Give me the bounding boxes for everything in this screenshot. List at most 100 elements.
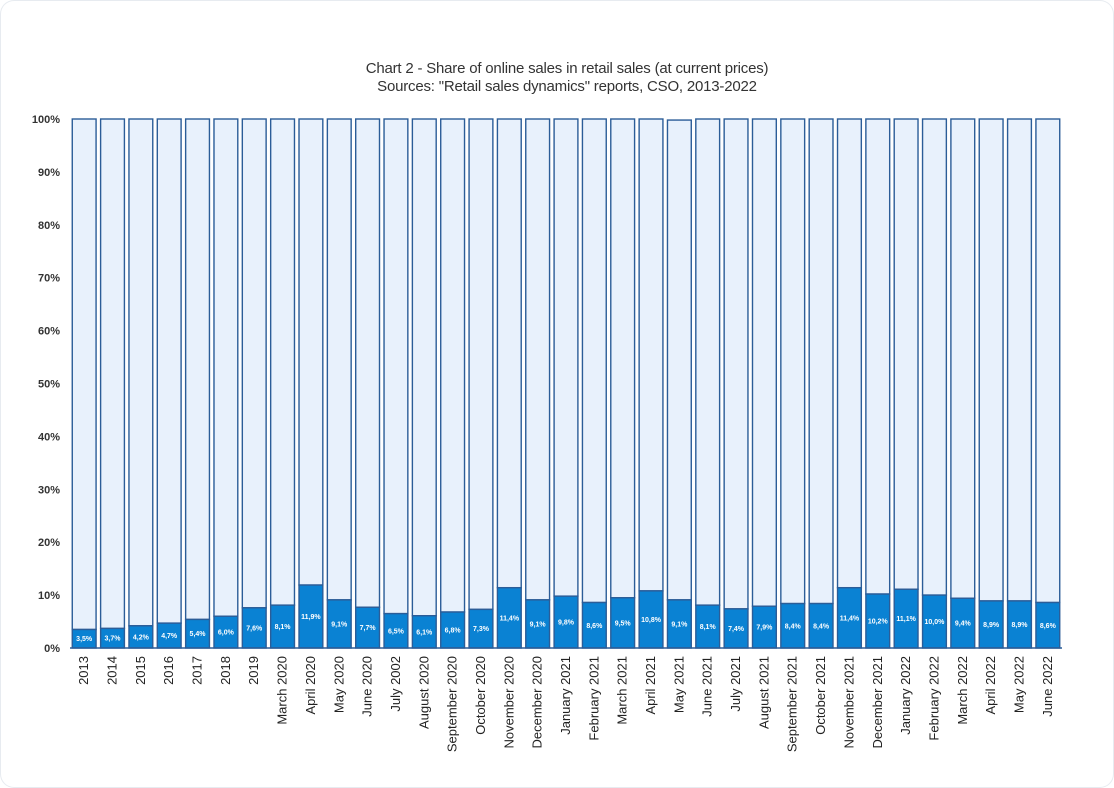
bar-value-label: 8,9% xyxy=(983,622,1000,629)
bar-value-label: 7,7% xyxy=(360,625,377,632)
bar-other-segment xyxy=(383,118,409,615)
x-axis: 2013 2014 2015 2016 2017 2018 2019 March 2020 Ap… xyxy=(76,656,1055,752)
bar-other-segment xyxy=(921,118,948,596)
bar-value-label: 11,4% xyxy=(500,615,520,622)
x-tick-label: April 2021 xyxy=(643,656,658,715)
x-tick-label: May 2020 xyxy=(331,656,346,713)
bar-group: 9,1% xyxy=(666,119,692,649)
bar-value-label: 3,5% xyxy=(76,636,93,643)
x-tick-label: March 2020 xyxy=(275,656,290,725)
y-tick-label: 60% xyxy=(38,326,60,338)
x-tick-label: April 2022 xyxy=(983,656,998,715)
bar-value-label: 10,8% xyxy=(641,617,662,624)
x-tick-label: January 2021 xyxy=(558,656,573,735)
y-tick-label: 80% xyxy=(38,220,60,232)
y-tick-label: 40% xyxy=(38,431,60,443)
y-tick-label: 70% xyxy=(38,273,60,285)
bar-group: 7,4% xyxy=(723,118,749,649)
bar-other-segment xyxy=(553,118,579,597)
bar-value-label: 11,1% xyxy=(896,616,916,623)
x-tick-label: January 2022 xyxy=(898,656,913,735)
bar-other-segment xyxy=(950,118,976,599)
bar-value-label: 9,4% xyxy=(955,621,972,628)
bar-value-label: 4,7% xyxy=(161,633,178,640)
bar-other-segment xyxy=(128,118,154,627)
bar-other-segment xyxy=(978,118,1004,602)
chart-title: Chart 2 - Share of online sales in retai… xyxy=(365,60,769,77)
bar-group: 8,9% xyxy=(1006,118,1033,649)
bar-group: 5,4% xyxy=(184,118,211,649)
bar-value-label: 7,6% xyxy=(246,625,263,632)
bar-value-label: 5,4% xyxy=(190,631,207,638)
bar-other-segment xyxy=(411,118,437,617)
bar-other-segment xyxy=(354,118,381,608)
x-tick-label: December 2021 xyxy=(870,656,885,749)
y-tick-label: 50% xyxy=(38,379,60,391)
x-tick-label: 2014 xyxy=(105,656,120,685)
x-tick-label: 2013 xyxy=(76,656,91,685)
bar-group: 6,8% xyxy=(440,118,466,649)
bar-group: 11,1% xyxy=(893,118,919,649)
bar-other-segment xyxy=(156,118,182,624)
bar-group: 4,7% xyxy=(156,118,182,649)
bar-group: 8,1% xyxy=(269,118,296,649)
bar-value-label: 6,5% xyxy=(388,628,405,635)
bar-value-label: 11,4% xyxy=(840,615,860,622)
bar-group: 6,5% xyxy=(383,118,409,649)
bar-other-segment xyxy=(99,118,126,630)
bar-group: 11,4% xyxy=(496,118,522,649)
bar-other-segment xyxy=(1035,118,1061,604)
bar-group: 8,4% xyxy=(808,118,834,649)
bar-group: 8,1% xyxy=(695,118,721,649)
bar-value-label: 8,4% xyxy=(813,623,830,630)
bar-value-label: 10,2% xyxy=(868,619,889,626)
bar-value-label: 6,0% xyxy=(218,630,235,637)
y-tick-label: 100% xyxy=(32,114,60,126)
y-tick-label: 10% xyxy=(38,590,60,602)
x-tick-label: April 2020 xyxy=(303,656,318,715)
bar-value-label: 8,6% xyxy=(1040,623,1057,630)
bar-value-label: 8,9% xyxy=(1012,622,1029,629)
bar-other-segment xyxy=(241,118,267,609)
bar-group: 6,0% xyxy=(213,118,239,649)
bar-other-segment xyxy=(184,118,211,621)
x-tick-label: December 2020 xyxy=(530,656,545,749)
bar-other-segment xyxy=(666,119,692,601)
bar-group: 8,6% xyxy=(581,118,607,649)
bar-value-label: 8,4% xyxy=(785,623,802,630)
bar-other-segment xyxy=(496,118,522,589)
bar-value-label: 9,1% xyxy=(331,621,348,628)
x-tick-label: September 2020 xyxy=(445,656,460,752)
y-tick-label: 20% xyxy=(38,537,60,549)
x-tick-label: August 2021 xyxy=(756,656,771,729)
x-tick-label: September 2021 xyxy=(785,656,800,752)
bar-other-segment xyxy=(610,118,636,599)
bar-value-label: 8,1% xyxy=(700,624,717,631)
bar-group: 10,2% xyxy=(865,118,891,649)
bar-group: 8,4% xyxy=(780,118,806,649)
bar-value-label: 6,1% xyxy=(416,629,433,636)
bar-other-segment xyxy=(780,118,806,605)
bar-group: 7,9% xyxy=(751,118,778,649)
bar-group: 9,1% xyxy=(326,118,352,649)
x-tick-label: October 2020 xyxy=(473,656,488,735)
x-tick-label: 2016 xyxy=(161,656,176,685)
bars: 3,5% 3,7% 4,2% 4,7% 5,4% 6,0% 7,6% 8,1% 11,9% 9,1… xyxy=(70,118,1062,649)
bar-group: 8,9% xyxy=(978,118,1004,649)
bar-value-label: 7,3% xyxy=(473,626,490,633)
bar-other-segment xyxy=(1006,118,1033,602)
bar-value-label: 8,6% xyxy=(586,623,603,630)
x-tick-label: June 2020 xyxy=(360,656,375,717)
x-tick-label: June 2022 xyxy=(1040,656,1055,717)
x-tick-label: July 2002 xyxy=(388,656,403,712)
bar-group: 10,8% xyxy=(638,118,664,649)
x-tick-label: 2019 xyxy=(246,656,261,685)
bar-group: 11,9% xyxy=(298,118,324,649)
bar-other-segment xyxy=(808,118,834,605)
bar-other-segment xyxy=(638,118,664,592)
bar-group: 7,6% xyxy=(241,118,267,649)
bar-group: 9,5% xyxy=(610,118,636,649)
chart-title-block: Chart 2 - Share of online sales in retai… xyxy=(0,60,1114,96)
